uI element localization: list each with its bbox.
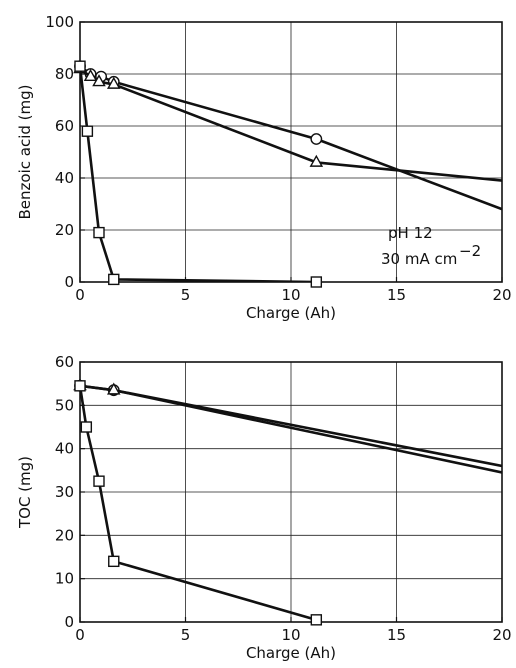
y-tick-label: 50 <box>55 396 74 414</box>
x-tick-label: 20 <box>492 286 511 304</box>
y-tick-label: 40 <box>55 169 74 187</box>
y-tick-label: 20 <box>55 221 74 239</box>
x-tick-label: 10 <box>281 626 300 644</box>
x-axis-label: Charge (Ah) <box>246 644 336 662</box>
data-point-square <box>310 276 323 288</box>
data-point-triangle <box>106 76 121 89</box>
y-tick-label: 40 <box>55 440 74 458</box>
series-line-square <box>80 385 317 622</box>
chart-toc: 0 5 10 15 20 0 10 20 30 40 50 60 Charge (Ah) TOC (mg) <box>16 353 512 662</box>
data-point-square <box>108 555 120 568</box>
data-point-square <box>80 421 93 433</box>
ticks: 0 5 10 15 20 0 10 20 30 40 50 60 <box>55 353 512 644</box>
y-tick-label: 60 <box>55 117 74 135</box>
x-tick-label: 5 <box>181 286 191 304</box>
y-tick-label: 0 <box>64 273 74 291</box>
data-point-square <box>74 60 86 72</box>
y-axis-label: Benzoic acid (mg) <box>16 85 34 220</box>
series-line-square <box>80 66 317 282</box>
data-point-triangle <box>83 68 98 82</box>
x-tick-label: 15 <box>387 626 406 644</box>
data-point-square <box>74 380 86 392</box>
annotation-exponent: −2 <box>459 242 481 260</box>
x-tick-label: 10 <box>281 286 300 304</box>
series-square <box>74 380 323 626</box>
series-circle <box>74 379 502 468</box>
grid <box>80 362 502 622</box>
y-tick-label: 80 <box>55 65 74 83</box>
y-tick-label: 30 <box>55 483 74 501</box>
grid <box>80 22 502 282</box>
y-tick-label: 60 <box>55 353 74 371</box>
x-tick-label: 5 <box>181 626 191 644</box>
data-point-triangle <box>106 382 121 395</box>
data-point-triangle <box>309 154 324 167</box>
x-tick-label: 15 <box>387 286 406 304</box>
series-circle <box>74 60 502 211</box>
data-point-square <box>93 475 105 487</box>
y-tick-label: 10 <box>55 570 74 588</box>
y-tick-label: 100 <box>45 13 74 31</box>
data-point-square <box>108 273 120 286</box>
x-tick-label: 0 <box>75 286 85 304</box>
y-axis-label: TOC (mg) <box>16 456 34 529</box>
x-tick-label: 0 <box>75 626 85 644</box>
y-tick-label: 20 <box>55 526 74 544</box>
data-point-square <box>310 614 323 626</box>
ticks: 0 5 10 15 20 0 20 40 60 80 100 <box>45 13 511 304</box>
data-point-square <box>81 125 94 137</box>
x-tick-label: 20 <box>492 626 511 644</box>
x-axis-label: Charge (Ah) <box>246 304 336 322</box>
annotation-current: 30 mA cm <box>381 250 457 268</box>
series-square <box>74 60 323 288</box>
annotation-ph: pH 12 <box>388 224 433 242</box>
chart-benzoic-acid: 0 5 10 15 20 0 20 40 60 80 100 Charge (Ah) Benzoic a… <box>16 13 512 322</box>
y-tick-label: 0 <box>64 613 74 631</box>
annotation: pH 12 30 mA cm −2 <box>381 224 481 268</box>
data-point-square <box>93 226 105 239</box>
series-triangle <box>73 378 502 474</box>
series-triangle <box>73 61 502 182</box>
data-point-triangle <box>92 74 106 87</box>
data-point-circle <box>310 133 323 145</box>
